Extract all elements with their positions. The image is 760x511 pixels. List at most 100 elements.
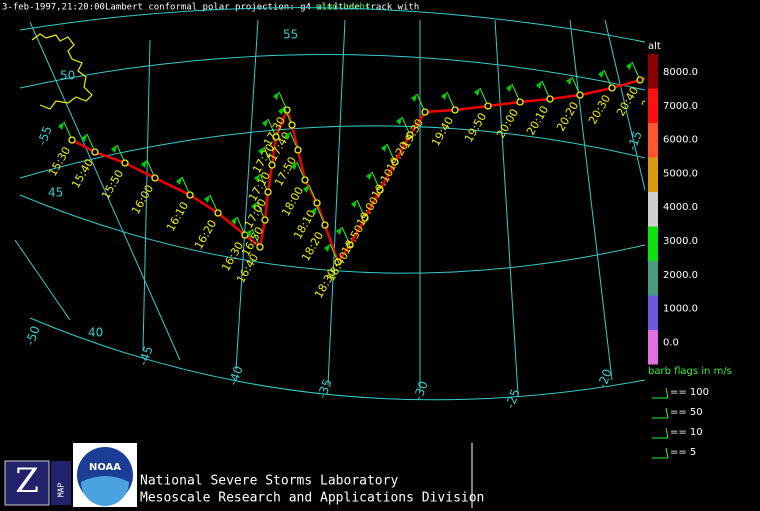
longitude-line [569, 19, 613, 381]
altitude-label: 0.0 [663, 337, 679, 348]
track-point [121, 159, 129, 167]
altitude-label: 3000.0 [663, 236, 698, 247]
altitude-label: 5000.0 [663, 168, 698, 179]
wind-barb-flag [58, 122, 64, 130]
track-point [451, 106, 459, 114]
track-point [68, 136, 76, 144]
legend-panel [645, 42, 760, 462]
wind-barb-flag [506, 84, 512, 92]
track-point [406, 131, 414, 139]
track-point [608, 84, 616, 92]
header-highlight: wind barbs. [316, 3, 376, 13]
track-point [91, 148, 99, 156]
track-point [301, 176, 309, 184]
latitude-label: 55 [283, 28, 298, 42]
track-point [421, 108, 429, 116]
longitude-label: -25 [503, 387, 523, 410]
wind-barb-flag [291, 162, 297, 170]
track-point [256, 243, 264, 251]
latitude-line [29, 317, 646, 401]
altitude-color [648, 192, 658, 227]
track-point [636, 76, 644, 84]
wind-barb-flag [474, 88, 480, 96]
barb-sample-stem [665, 407, 669, 419]
wind-barb-flag [262, 119, 268, 127]
wind-barb-flag [566, 77, 572, 85]
logo-map-box [51, 461, 71, 505]
barb-label: == 100 [670, 387, 709, 398]
wind-barb-flag [273, 92, 279, 100]
barb-label: == 10 [670, 427, 703, 438]
wind-barb-flag [441, 92, 447, 100]
wind-barb-flag [626, 62, 632, 70]
latitude-line [19, 54, 646, 91]
altitude-color [648, 226, 658, 261]
longitude-label: -15 [625, 129, 645, 152]
wind-barb-flag [396, 117, 402, 125]
wind-barb-flag [381, 144, 387, 152]
track-point [376, 186, 384, 194]
altitude-label: 2000.0 [663, 270, 698, 281]
latitude-label: 40 [88, 326, 103, 340]
altitude-color [648, 295, 658, 330]
altitude-label: 1000.0 [663, 304, 698, 315]
barb-label: == 50 [670, 407, 703, 418]
longitude-label: -20 [595, 367, 615, 390]
longitude-label: -40 [226, 364, 246, 387]
altitude-label: 4000.0 [663, 202, 698, 213]
altitude-color [648, 330, 658, 365]
track-point [516, 98, 524, 106]
latitude-line [19, 194, 646, 274]
longitude-line [235, 19, 259, 371]
coastline [31, 33, 93, 110]
logo-z: Z [15, 461, 39, 501]
wind-barb-flag [598, 70, 604, 78]
alt-legend-title: alt [648, 41, 661, 52]
longitude-line [494, 19, 519, 396]
logo-map: MAP [57, 483, 66, 498]
wind-barb-flag [366, 172, 372, 180]
longitude-label: -30 [411, 379, 431, 402]
wind-barb-flag [141, 160, 147, 168]
wind-barb-flag [324, 244, 330, 252]
wind-barb-flag [254, 174, 260, 182]
wind-barb-flag [536, 81, 542, 89]
track-point [272, 133, 280, 141]
altitude-color [648, 54, 658, 89]
altitude-label: 8000.0 [663, 67, 698, 78]
track-point [346, 241, 354, 249]
track-point [391, 158, 399, 166]
track-point [313, 199, 321, 207]
altitude-color [648, 157, 658, 192]
wind-barb-flag [231, 217, 237, 225]
track-point [361, 214, 369, 222]
track-point [576, 91, 584, 99]
wind-barb-flag [303, 185, 309, 193]
wind-barb-flag [411, 94, 417, 102]
barb-label: == 5 [670, 447, 696, 458]
track-point [294, 146, 302, 154]
longitude-line [604, 19, 646, 191]
track-point [151, 174, 159, 182]
wind-barb-flag [176, 177, 182, 185]
altitude-color [648, 261, 658, 296]
track-point [321, 221, 329, 229]
wind-barb-flag [204, 195, 210, 203]
track-point [214, 209, 222, 217]
wind-barb-flag [311, 207, 317, 215]
track-point [288, 121, 296, 129]
altitude-legend: 8000.0 7000.0 6000.0 5000.0 4000.0 3000.0 2000… [648, 54, 698, 365]
wind-barb-flag [278, 107, 284, 115]
longitude-label: -45 [136, 344, 156, 367]
altitude-label: 7000.0 [663, 101, 698, 112]
wind-barb-flag [351, 200, 357, 208]
latitude-line [19, 7, 646, 43]
longitude-label: -55 [35, 124, 55, 147]
barb-legend-title: barb flags in m/s [648, 366, 732, 377]
wind-barb-flag [258, 147, 264, 155]
graticule: 55 50 45 40 -55 -50 -45 -40 -35 -30 -25 -20 -15 [14, 7, 646, 410]
latitude-line [19, 125, 646, 179]
track-point [186, 191, 194, 199]
barb-sample-stem [665, 427, 669, 439]
logo-z-box [4, 460, 50, 506]
